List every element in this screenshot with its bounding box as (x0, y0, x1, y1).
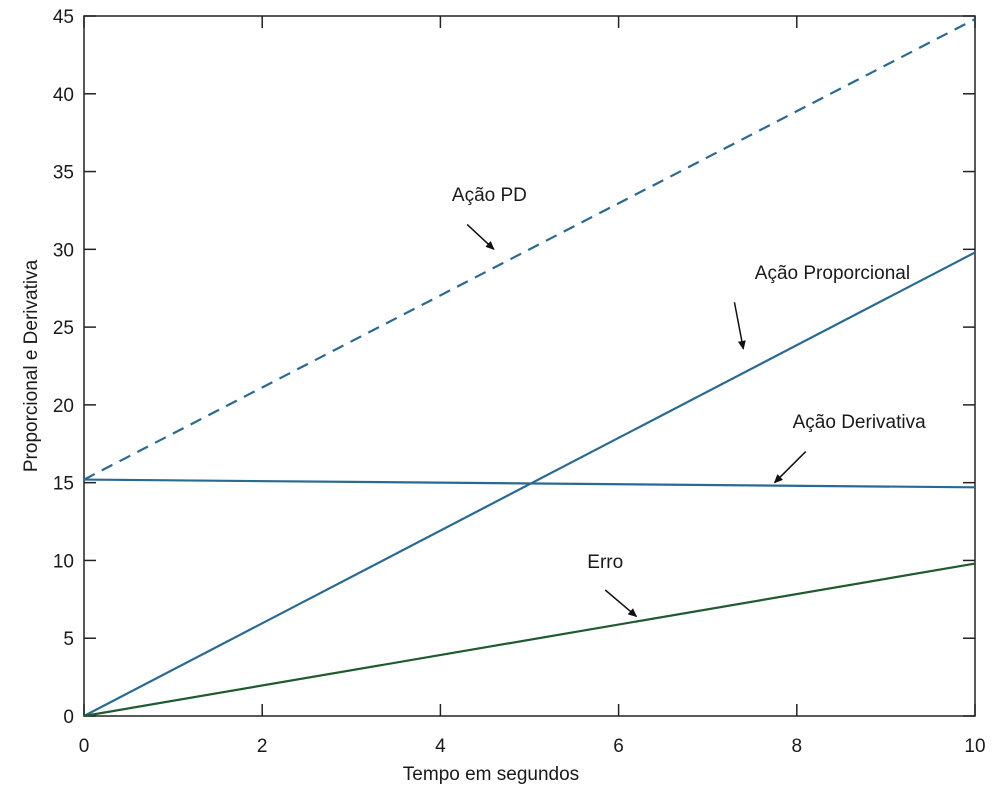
x-tick-label: 10 (964, 736, 985, 757)
series-line (83, 478, 976, 489)
x-axis-label: Tempo em segundos (403, 764, 579, 785)
annotation-arrow (773, 451, 807, 484)
x-tick-label: 0 (79, 736, 90, 757)
annotation-arrow (733, 302, 746, 350)
x-tick-label: 2 (257, 736, 268, 757)
y-tick-label: 10 (53, 551, 74, 572)
annotation-label: Ação Proporcional (755, 263, 910, 284)
x-tick-label: 8 (792, 736, 803, 757)
y-tick-label: 35 (53, 163, 74, 184)
annotation-arrow (466, 223, 495, 251)
y-tick-label: 0 (63, 707, 74, 728)
x-tick-label: 6 (613, 736, 624, 757)
series-line (83, 18, 976, 481)
y-tick-label: 40 (53, 85, 74, 106)
series (83, 18, 976, 718)
annotation-label: Erro (587, 552, 623, 573)
annotation-label: Ação PD (452, 185, 527, 206)
y-axis-label: Proporcional e Derivativa (21, 259, 42, 472)
x-tick-label: 4 (435, 736, 446, 757)
y-tick-label: 20 (53, 396, 74, 417)
series-line (83, 562, 976, 718)
y-tick-label: 15 (53, 474, 74, 495)
y-tick-label: 30 (53, 240, 74, 261)
y-tick-label: 5 (63, 629, 74, 650)
annotation-label: Ação Derivativa (793, 412, 926, 433)
plot-frame (83, 15, 976, 717)
annotation-arrow (604, 589, 638, 618)
y-tick-label: 25 (53, 318, 74, 339)
annotations: Ação PD Ação Proporcional Ação Derivativa E… (452, 185, 926, 618)
y-tick-label: 45 (53, 7, 74, 28)
ticks: 0 2 4 6 8 10 0 5 10 15 20 25 30 35 40 45 (53, 7, 986, 757)
